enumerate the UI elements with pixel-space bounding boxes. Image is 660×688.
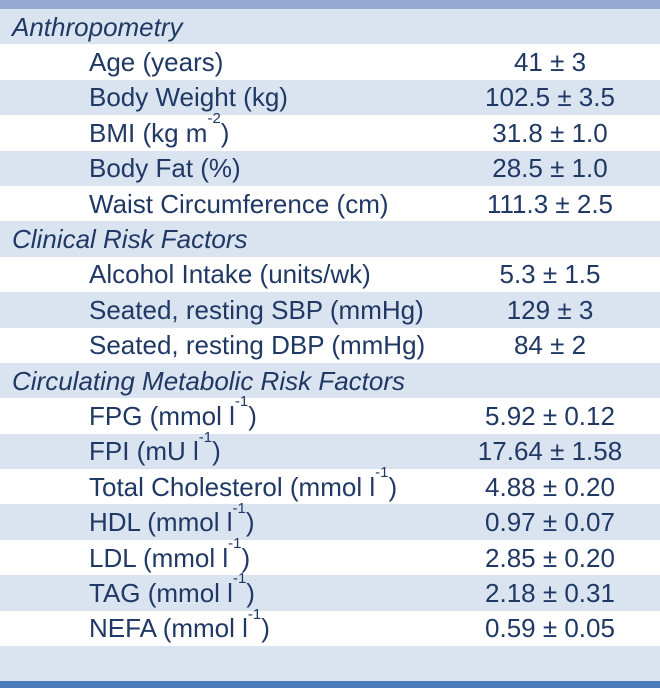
row-label: Age (years)	[89, 47, 224, 78]
row-label: FPI (mU l-1)	[89, 428, 221, 467]
row-value: 102.5 ± 3.5	[485, 82, 615, 113]
table-row: Seated, resting DBP (mmHg) 84 ± 2	[0, 327, 660, 363]
row-value: 5.92 ± 0.12	[485, 400, 615, 431]
row-label: Total Cholesterol (mmol l-1)	[89, 464, 398, 502]
row-value: 31.8 ± 1.0	[492, 117, 608, 148]
section-header-label: Anthropometry	[12, 11, 183, 42]
row-label: Waist Circumference (cm)	[89, 188, 389, 219]
row-label: FPG (mmol l-1)	[89, 393, 257, 431]
section-header-label: Clinical Risk Factors	[12, 224, 248, 255]
row-value: 129 ± 3	[506, 294, 594, 325]
table-row: FPI (mU l-1) 17.64 ± 1.58	[0, 428, 660, 470]
superscript-unit: -1	[232, 570, 247, 588]
section-header-row-circulating-metabolic-risk-factors: Circulating Metabolic Risk Factors	[0, 362, 660, 399]
superscript-unit: -1	[232, 499, 246, 517]
row-value: 28.5 ± 1.0	[492, 153, 608, 184]
row-label: Alcohol Intake (units/wk)	[89, 259, 371, 290]
row-label: BMI (kg m-2)	[89, 110, 230, 148]
section-header-row-clinical-risk-factors: Clinical Risk Factors	[0, 221, 660, 257]
row-value: 5.3 ± 1.5	[499, 259, 601, 290]
table-row: Total Cholesterol (mmol l-1) 4.88 ± 0.20	[0, 464, 660, 505]
row-label: Body Weight (kg)	[89, 82, 288, 113]
empty-row	[0, 646, 660, 681]
row-label: Body Fat (%)	[89, 153, 241, 184]
row-label: Seated, resting SBP (mmHg)	[89, 294, 424, 325]
table-row: Alcohol Intake (units/wk) 5.3 ± 1.5	[0, 256, 660, 293]
section-header-row-anthropometry: Anthropometry	[0, 9, 660, 45]
table-row: Age (years) 41 ± 3	[0, 44, 660, 80]
table-row: HDL (mmol l-1) 0.97 ± 0.07	[0, 499, 660, 540]
superscript-unit: -1	[375, 464, 389, 482]
row-value: 0.97 ± 0.07	[485, 507, 615, 538]
superscript-unit: -1	[247, 605, 262, 623]
row-label: Seated, resting DBP (mmHg)	[89, 330, 426, 361]
table-row: LDL (mmol l-1) 2.85 ± 0.20	[0, 534, 660, 576]
row-value: 0.59 ± 0.05	[485, 613, 615, 644]
table-row: TAG (mmol l-1) 2.18 ± 0.31	[0, 570, 660, 611]
superscript-unit: -1	[198, 428, 213, 446]
table-row: Waist Circumference (cm) 111.3 ± 2.5	[0, 185, 660, 222]
row-value: 41 ± 3	[513, 47, 587, 78]
table-row: FPG (mmol l-1) 5.92 ± 0.12	[0, 393, 660, 434]
table-row: NEFA (mmol l-1) 0.59 ± 0.05	[0, 605, 660, 647]
row-label: LDL (mmol l-1)	[89, 534, 251, 573]
superscript-unit: -2	[207, 110, 221, 128]
table-row: BMI (kg m-2) 31.8 ± 1.0	[0, 110, 660, 151]
row-value: 2.18 ± 0.31	[485, 577, 615, 608]
row-label: TAG (mmol l-1)	[89, 570, 255, 608]
row-value: 2.85 ± 0.20	[485, 542, 615, 573]
superscript-unit: -1	[234, 393, 249, 411]
table-bottom-border	[0, 680, 660, 688]
table-row: Body Weight (kg) 102.5 ± 3.5	[0, 79, 660, 116]
superscript-unit: -1	[228, 534, 242, 552]
section-header-label: Circulating Metabolic Risk Factors	[12, 365, 406, 396]
table-top-border	[0, 0, 660, 9]
row-value: 17.64 ± 1.58	[477, 436, 623, 467]
row-value: 4.88 ± 0.20	[485, 471, 615, 502]
row-value: 111.3 ± 2.5	[486, 188, 614, 219]
row-label: HDL (mmol l-1)	[89, 499, 255, 538]
row-label: NEFA (mmol l-1)	[89, 605, 270, 644]
row-value: 84 ± 2	[513, 330, 587, 361]
table-row: Body Fat (%) 28.5 ± 1.0	[0, 150, 660, 186]
table-row: Seated, resting SBP (mmHg) 129 ± 3	[0, 292, 660, 328]
